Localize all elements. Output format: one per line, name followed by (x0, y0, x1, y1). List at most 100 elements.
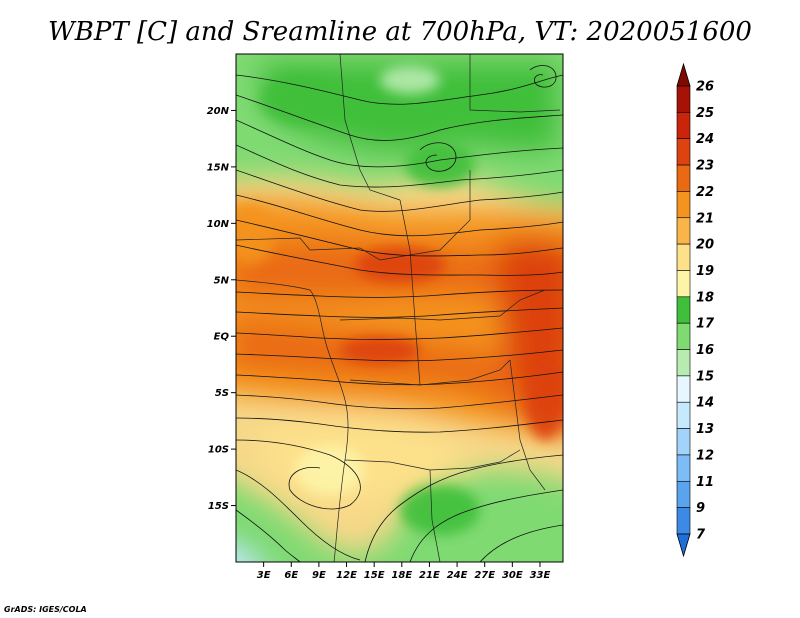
y-tick-label: 5N (214, 275, 230, 286)
region-south-pale (236, 549, 256, 562)
streamline-s5 (236, 469, 361, 561)
colorbar-label: 16 (696, 343, 714, 358)
colorbar-label: 12 (696, 448, 714, 463)
y-tick-label: 5S (215, 388, 229, 399)
streamline-n5 (236, 169, 563, 212)
streamline-c6 (236, 349, 563, 362)
x-tick-label: 12E (336, 570, 357, 581)
colorbar-label: 18 (696, 290, 714, 305)
y-tick-label: 15N (207, 162, 230, 173)
colorbar-segment (676, 270, 691, 298)
streamline-n1 (236, 74, 563, 105)
region-south-green (236, 470, 563, 562)
x-tick-label: 9E (312, 570, 326, 581)
patch-north-green-1 (260, 75, 340, 125)
patch-north-green-2 (405, 143, 475, 187)
patch-equator-hot (340, 336, 420, 364)
colorbar-segment (676, 507, 691, 535)
colorbar-segment (676, 217, 691, 245)
colorbar-label: 20 (696, 238, 714, 253)
vortex-northeast (529, 65, 557, 88)
colorbar: 26 25 24 23 22 21 20 19 18 17 16 15 14 13 12 11 9 7 (676, 62, 715, 558)
streamline-s9 (479, 524, 563, 562)
colorbar-lower-arrow (676, 533, 691, 558)
colorbar-segment (676, 428, 691, 456)
border-9 (509, 359, 546, 491)
colorbar-label: 21 (696, 211, 714, 226)
patch-south-yellow-core (295, 445, 365, 495)
colorbar-label: 7 (696, 528, 706, 543)
streamline-n6 (236, 194, 563, 237)
vortex-north (419, 142, 457, 172)
streamline-s4 (236, 439, 361, 510)
colorbar-segment (676, 112, 691, 140)
x-tick-label: 6E (284, 570, 298, 581)
y-tick-label: 20N (207, 106, 230, 117)
colorbar-segment (676, 375, 691, 403)
colorbar-label: 25 (696, 106, 714, 121)
colorbar-label: 26 (696, 80, 714, 95)
colorbar-label: 14 (696, 396, 714, 411)
streamline-c2 (236, 244, 563, 276)
map-area (236, 54, 563, 562)
colorbar-segment (676, 138, 691, 166)
colorbar-segment (676, 480, 691, 508)
x-tick-label: 15E (364, 570, 385, 581)
colorbar-label: 13 (696, 422, 714, 437)
region-north-green-dark (260, 60, 560, 155)
colorbar-upper-arrow (676, 62, 691, 87)
colorbar-segment (676, 454, 691, 482)
patch-north-pale (380, 66, 440, 94)
border-3 (469, 54, 561, 113)
border-1 (236, 170, 471, 261)
colorbar-label: 22 (696, 185, 714, 200)
border-6 (399, 199, 421, 386)
x-tick-label: 24E (447, 570, 468, 581)
x-tick-label: 27E (474, 570, 495, 581)
colorbar-segment (676, 85, 691, 113)
colorbar-label: 15 (696, 369, 714, 384)
country-borders (236, 54, 561, 562)
colorbar-segment (676, 191, 691, 219)
border-5 (349, 359, 511, 386)
colorbar-segment (676, 322, 691, 350)
streamline-s8 (236, 509, 301, 562)
streamline-c3 (236, 289, 563, 298)
patch-south-green (400, 485, 480, 535)
streamline-s6 (364, 454, 563, 562)
x-axis: 3E 6E 9E 12E 15E 18E 21E 24E 27E 30E 33E (257, 562, 551, 581)
y-tick-label: 15S (208, 501, 229, 512)
border-4 (339, 289, 546, 321)
streamline-n4 (236, 144, 563, 188)
credit-label: GrADS: IGES/COLA (4, 605, 87, 614)
streamline-n3 (236, 119, 563, 168)
coastline-west (236, 279, 349, 562)
border-7 (344, 449, 521, 471)
colorbar-label: 24 (696, 132, 714, 147)
streamline-n2 (236, 94, 563, 141)
x-tick-label: 18E (391, 570, 412, 581)
x-tick-label: 33E (530, 570, 551, 581)
x-tick-label: 3E (257, 570, 271, 581)
streamline-s2 (236, 394, 563, 410)
colorbar-segment (676, 243, 691, 271)
colorbar-label: 23 (696, 159, 714, 174)
y-tick-label: 10N (207, 219, 230, 230)
patch-central-hot (355, 247, 445, 283)
streamlines (236, 65, 563, 562)
border-2 (339, 54, 401, 201)
streamline-c5 (236, 327, 563, 340)
chart-title: WBPT [C] and Sreamline at 700hPa, VT: 20… (48, 17, 752, 47)
map-frame (235, 53, 564, 563)
y-axis: 20N 15N 10N 5N EQ 5S 10S 15S (207, 106, 236, 512)
colorbar-label: 9 (696, 501, 705, 516)
streamline-c1 (236, 219, 563, 257)
colorbar-label: 17 (696, 317, 715, 332)
colorbar-segment (676, 164, 691, 192)
streamline-s7 (409, 489, 563, 562)
x-tick-label: 30E (502, 570, 523, 581)
border-8 (429, 469, 441, 562)
patch-west-orange (236, 205, 275, 265)
colorbar-segment (676, 401, 691, 429)
